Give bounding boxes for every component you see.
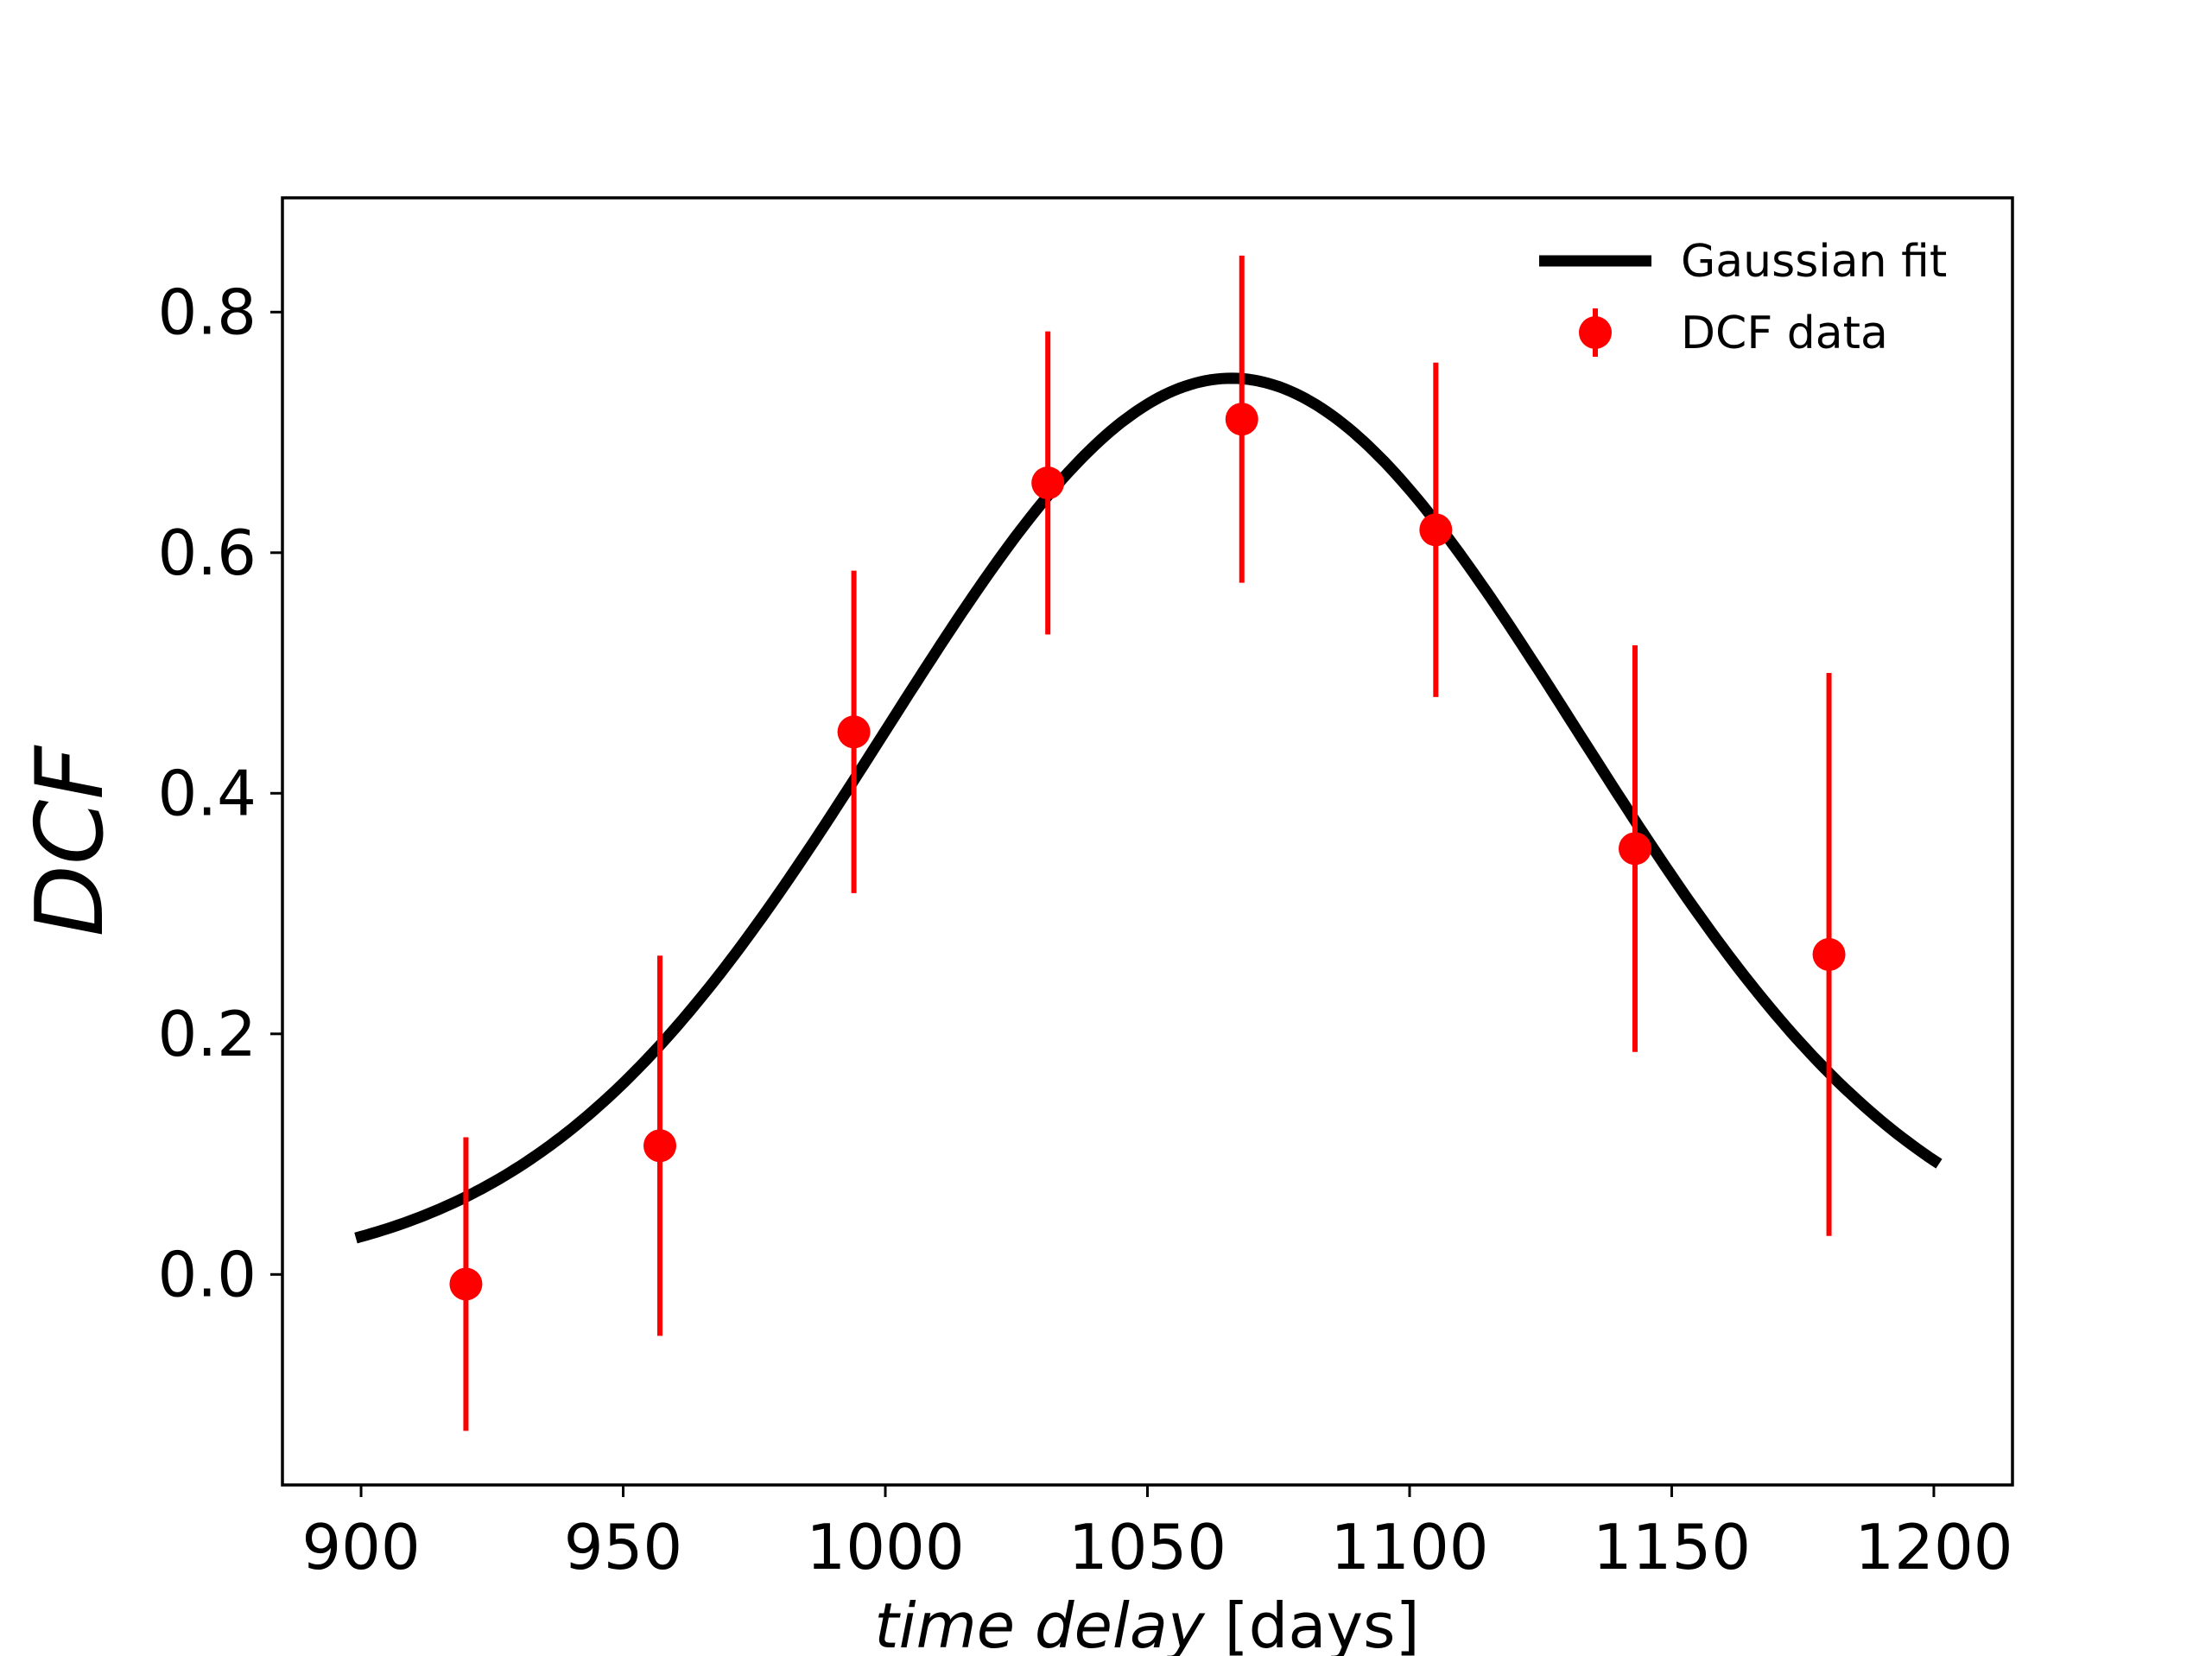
dcf-point [1812,937,1846,971]
gaussian-fit-line [354,372,1943,1244]
x-tick-label: 1150 [1593,1511,1751,1583]
dcf-point [1031,466,1065,500]
dcf-point [1225,403,1258,436]
dcf-point [1618,832,1651,866]
y-axis: 0.0 0.2 0.4 0.6 0.8 [157,276,282,1310]
dcf-point [643,1129,677,1163]
x-tick-label: 1200 [1854,1511,2012,1583]
x-tick-label: 950 [564,1511,682,1583]
y-tick-label: 0.6 [157,517,257,589]
x-tick-label: 1100 [1330,1511,1488,1583]
y-tick-label: 0.8 [157,276,257,348]
dcf-point [1419,513,1453,547]
legend-label-gaussian-fit: Gaussian fit [1681,236,1947,288]
x-tick-label: 1000 [806,1511,964,1583]
legend-marker-sample [1579,316,1612,349]
y-tick-label: 0.0 [157,1238,257,1310]
x-axis: 900 950 1000 1050 1100 1150 1200 [301,1485,2013,1583]
plot-area [354,255,1943,1431]
x-axis-label-italic: time delay [874,1589,1206,1656]
legend: Gaussian fit DCF data [1539,236,1947,359]
y-tick-label: 0.4 [157,757,257,829]
x-tick-label: 1050 [1068,1511,1226,1583]
x-tick-label: 900 [301,1511,420,1583]
dcf-point [837,715,871,749]
x-axis-label-unit: [days] [1225,1589,1420,1656]
y-tick-label: 0.2 [157,998,257,1070]
legend-label-dcf-data: DCF data [1681,308,1888,359]
y-axis-label: DCF [16,745,124,937]
dcf-point [449,1267,483,1301]
x-axis-label: time delay [days] [874,1589,1419,1656]
